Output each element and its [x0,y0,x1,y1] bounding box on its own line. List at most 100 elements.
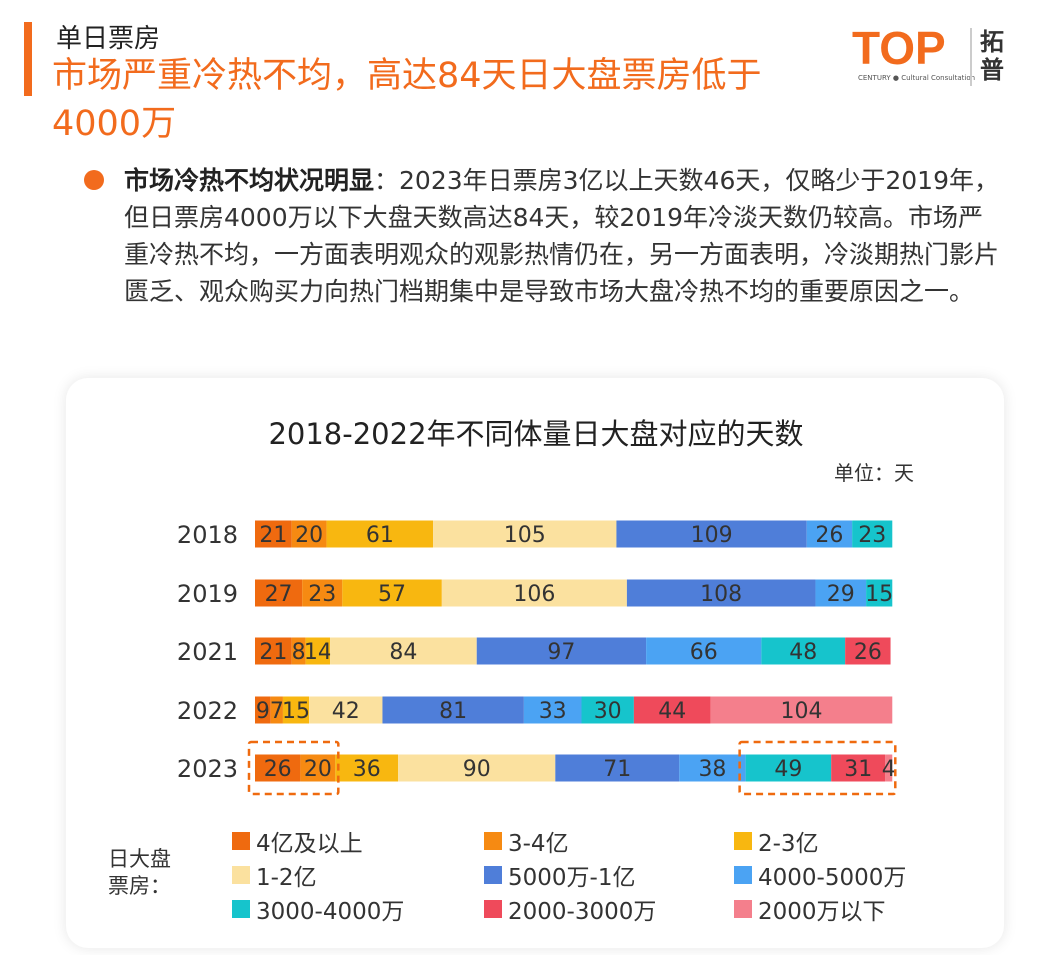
bar-segment [815,579,867,607]
data-label: 9 [256,699,270,724]
section-label: 单日票房 [56,24,161,54]
bar-segment [476,637,647,665]
data-label: 33 [539,699,567,724]
brand-logo: TOP CENTURY ● Cultural Consultation 拓普 [852,22,1022,90]
bar-segment [300,754,336,782]
bar-segment [309,696,383,724]
bar-segment [255,579,303,607]
bar-segment [291,520,327,548]
data-label: 104 [780,699,822,724]
bar-segment [831,754,886,782]
data-label: 26 [815,523,843,548]
highlight-box [738,740,897,796]
data-label: 109 [691,523,733,548]
legend-label: 2000万以下 [758,899,886,925]
data-label: 71 [603,757,631,782]
y-tick-label: 2021 [177,638,238,666]
data-label: 44 [658,699,686,724]
bar-segment [330,637,477,665]
data-label: 90 [463,757,491,782]
data-label: 15 [282,699,310,724]
data-label: 4 [882,757,896,782]
bar-segment [633,696,711,724]
legend-item: 4000-5000万 [734,860,907,891]
bar-segment [270,696,283,724]
legend-swatch [484,900,502,918]
y-tick-label: 2022 [177,697,238,725]
data-label: 15 [865,582,893,607]
legend-item: 3000-4000万 [232,894,404,925]
legend-swatch [232,866,250,884]
bar-segment [845,637,891,665]
legend-swatch [734,900,752,918]
bar-segment [866,579,893,607]
bar-segment [626,579,816,607]
bar-segment [885,754,893,782]
bar-segment [255,754,301,782]
legend-swatch [232,900,250,918]
data-label: 23 [858,523,886,548]
data-label: 14 [304,640,332,665]
data-label: 49 [774,757,802,782]
legend-item: 4亿及以上 [232,826,363,857]
data-label: 21 [259,523,287,548]
bar-segment [806,520,853,548]
logo-chinese: 拓普 [980,28,1004,84]
bar-segment [433,520,617,548]
bar-segment [581,696,634,724]
bar-segment [441,579,627,607]
chart-unit: 单位：天 [834,461,914,485]
data-label: 57 [378,582,406,607]
data-label: 8 [292,640,306,665]
legend-item: 2-3亿 [734,826,819,857]
data-label: 81 [439,699,467,724]
bar-segment [616,520,807,548]
logo-divider [970,28,972,86]
bar-segment [255,520,292,548]
bullet-paragraph: 市场冷热不均状况明显：2023年日票房3亿以上天数46天，仅略少于2019年，但… [124,162,1004,310]
data-label: 26 [854,640,882,665]
bar-segment [282,696,310,724]
bar-segment [382,696,524,724]
data-label: 48 [789,640,817,665]
bar-segment [555,754,680,782]
chart-title: 2018-2022年不同体量日大盘对应的天数 [268,417,803,451]
legend-label: 5000万-1亿 [508,865,636,891]
logo-text: TOP [852,22,946,74]
data-label: 84 [389,640,417,665]
data-label: 30 [594,699,622,724]
legend-label: 4000-5000万 [758,865,907,891]
data-label: 26 [264,757,292,782]
bullet-icon [84,170,104,190]
bar-segment [326,520,434,548]
data-label: 20 [295,523,323,548]
bar-segment [302,579,343,607]
legend-item: 5000万-1亿 [484,860,636,891]
legend-label: 2-3亿 [758,831,819,857]
legend-item: 1-2亿 [232,860,317,891]
data-label: 108 [700,582,742,607]
y-tick-label: 2019 [177,580,238,608]
legend-item: 3-4亿 [484,826,569,857]
highlight-box [247,740,340,796]
legend-label: 2000-3000万 [508,899,657,925]
legend-item: 2000万以下 [734,894,886,925]
bar-segment [761,637,846,665]
bar-segment [342,579,442,607]
bar-segment [523,696,582,724]
legend-swatch [734,832,752,850]
bar-segment [335,754,399,782]
bar-segment [646,637,762,665]
bar-segment [305,637,331,665]
data-label: 61 [366,523,394,548]
bar-segment [710,696,893,724]
bar-segment [255,696,271,724]
bullet-lead: 市场冷热不均状况明显 [124,166,375,195]
y-tick-label: 2018 [177,521,238,549]
page-title: 市场严重冷热不均，高达84天日大盘票房低于4000万 [52,56,762,144]
data-label: 97 [547,640,575,665]
bar-segment [852,520,893,548]
data-label: 66 [690,640,718,665]
data-label: 38 [698,757,726,782]
